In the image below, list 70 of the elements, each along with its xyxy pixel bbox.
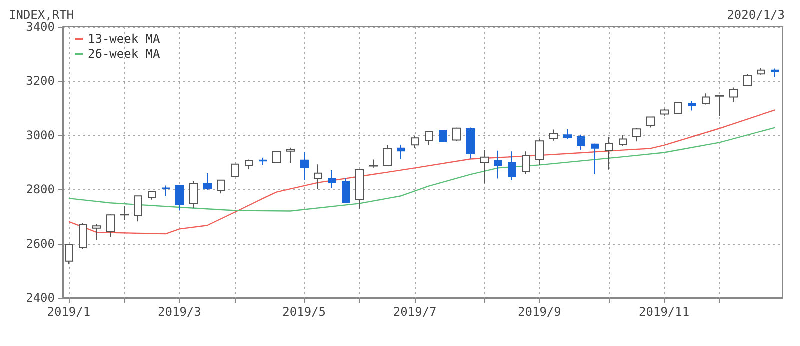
- candlestick: [300, 152, 309, 181]
- candlestick: [106, 214, 115, 238]
- candlestick: [646, 116, 655, 128]
- candlestick: [757, 68, 765, 76]
- candlestick: [369, 159, 378, 168]
- candlestick: [660, 108, 669, 116]
- candlestick: [674, 102, 682, 115]
- candlestick: [494, 150, 502, 180]
- candlestick: [259, 157, 267, 166]
- candlestick: [231, 164, 239, 178]
- x-tick-label: 2019/5: [282, 305, 326, 319]
- candlestick: [619, 134, 627, 147]
- candlestick: [535, 138, 544, 166]
- candlestick: [175, 184, 184, 212]
- x-tick-label: 2019/9: [518, 305, 562, 319]
- y-tick-label: 3200: [26, 74, 55, 88]
- candlestick: [549, 129, 558, 142]
- candlestick: [411, 136, 419, 149]
- candlestick: [245, 159, 253, 170]
- x-tick-label: 2019/11: [639, 305, 690, 319]
- legend-label: 13-week MA: [88, 32, 162, 46]
- candlestick: [148, 190, 156, 200]
- candlestick: [771, 68, 779, 78]
- candlestick: [715, 95, 724, 117]
- y-tick-label: 3000: [26, 128, 55, 142]
- candlestick: [397, 144, 405, 160]
- y-tick-label: 3400: [26, 20, 55, 34]
- y-tick-label: 2600: [26, 236, 55, 251]
- candlestick: [286, 147, 295, 164]
- y-tick-label: 2400: [26, 291, 55, 305]
- chart-title: INDEX,RTH: [9, 8, 74, 22]
- candlestick: [134, 196, 142, 222]
- candlestick: [120, 206, 129, 221]
- candlestick: [522, 151, 530, 175]
- candlestick: [452, 127, 461, 142]
- line-series: [68, 110, 776, 235]
- candlestick: [577, 134, 585, 151]
- candlestick: [439, 130, 447, 143]
- legend-label: 26-week MA: [88, 47, 162, 61]
- candlestick: [743, 74, 752, 86]
- candlestick: [314, 164, 322, 190]
- candlestick: [79, 222, 87, 250]
- candlestick: [632, 128, 641, 142]
- candlestick: [203, 172, 212, 191]
- candlestick: [162, 185, 170, 197]
- candlestick: [480, 150, 489, 184]
- candlestick: [508, 151, 516, 181]
- candlestick: [65, 244, 73, 265]
- line-series: [68, 127, 776, 212]
- candlestick: [189, 180, 198, 209]
- candlestick: [688, 100, 696, 112]
- candlestick: [729, 87, 738, 103]
- candlestick: [217, 179, 225, 194]
- y-tick-label: 2800: [26, 182, 55, 197]
- x-tick-label: 2019/3: [158, 305, 202, 319]
- candlestick: [342, 178, 350, 204]
- candlestick: [355, 168, 364, 210]
- candlestick: [591, 143, 599, 175]
- text: 2020/1/3: [727, 8, 785, 22]
- candlestick: [563, 128, 572, 140]
- candlestick: [92, 224, 101, 241]
- candlestick: [466, 127, 475, 160]
- x-tick-label: 2019/1: [47, 305, 91, 319]
- candlestick: [425, 131, 433, 146]
- x-tick-label: 2019/7: [393, 305, 437, 319]
- candlestick: [605, 136, 613, 170]
- candlestick: [702, 93, 710, 106]
- candlestick: [272, 151, 281, 164]
- candlestick: [328, 170, 336, 188]
- candlestick: [383, 144, 392, 167]
